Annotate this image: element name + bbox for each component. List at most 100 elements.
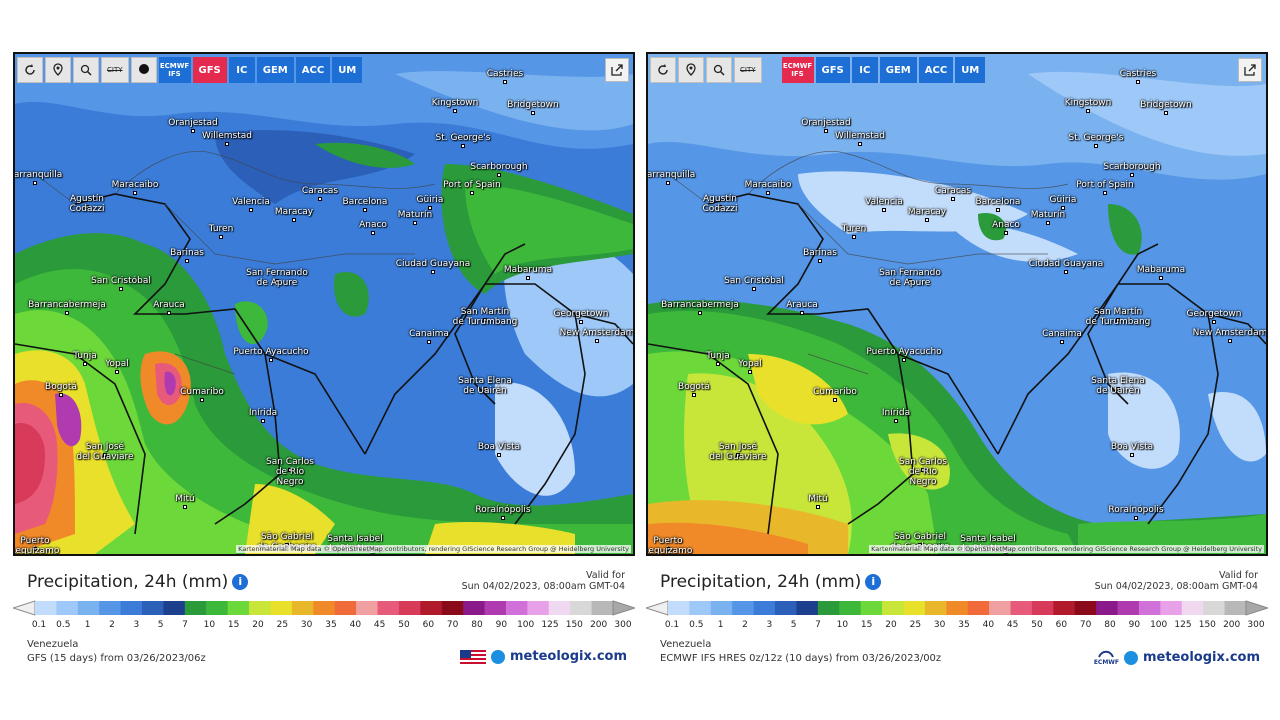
city-label[interactable]: San José del Guaviare — [76, 442, 134, 462]
city-label[interactable]: Ciudad Guayana — [1028, 259, 1104, 269]
city-label[interactable]: Agustín Codazzi — [69, 194, 105, 214]
city-toggle-button[interactable]: CITY — [101, 57, 129, 83]
city-label[interactable]: Bridgetown — [507, 100, 559, 110]
city-label[interactable]: Georgetown — [553, 309, 609, 319]
zoom-button[interactable] — [73, 57, 99, 83]
city-label[interactable]: Cumaribo — [180, 387, 224, 397]
model-ecmwf-button[interactable]: ECMWF IFS — [158, 57, 191, 83]
city-label[interactable]: Canaima — [1042, 329, 1082, 339]
city-label[interactable]: Barranquilla — [646, 170, 696, 180]
city-label[interactable]: Bridgetown — [1140, 100, 1192, 110]
city-label[interactable]: Oranjestad — [168, 118, 218, 128]
city-label[interactable]: Maracay — [907, 207, 947, 217]
city-label[interactable]: Mabaruma — [1136, 265, 1186, 275]
city-label[interactable]: Mitú — [175, 494, 195, 504]
city-label[interactable]: San José del Guaviare — [709, 442, 767, 462]
city-label[interactable]: Puerto Ayacucho — [233, 347, 309, 357]
city-label[interactable]: Willemstad — [202, 131, 252, 141]
model-ic-button[interactable]: IC — [851, 57, 878, 83]
city-label[interactable]: Yopal — [738, 359, 762, 369]
city-label[interactable]: San Martín de Turumbang — [1085, 307, 1151, 327]
city-label[interactable]: Turen — [208, 224, 234, 234]
city-label[interactable]: St. George's — [435, 133, 491, 143]
city-label[interactable]: Scarborough — [470, 162, 528, 172]
city-label[interactable]: San Cristóbal — [724, 276, 784, 286]
city-label[interactable]: San Fernando de Apure — [879, 268, 941, 288]
city-label[interactable]: Mitú — [808, 494, 828, 504]
city-label[interactable]: San Carlos de Río Negro — [266, 457, 314, 487]
city-label[interactable]: Anaco — [359, 220, 387, 230]
city-label[interactable]: Maturín — [1030, 210, 1066, 220]
model-gem-button[interactable]: GEM — [879, 57, 917, 83]
city-label[interactable]: Barinas — [170, 248, 204, 258]
city-label[interactable]: Castries — [1119, 69, 1157, 79]
city-label[interactable]: Port of Spain — [1076, 180, 1134, 190]
city-label[interactable]: Arauca — [153, 300, 185, 310]
brand[interactable]: meteologix.com — [460, 649, 627, 664]
city-label[interactable]: Barcelona — [342, 197, 388, 207]
city-label[interactable]: Oranjestad — [801, 118, 851, 128]
city-label[interactable]: Barrancabermeja — [28, 300, 106, 310]
share-button[interactable] — [605, 58, 629, 82]
model-um-button[interactable]: UM — [332, 57, 363, 83]
city-label[interactable]: New Amsterdam — [559, 328, 635, 338]
city-label[interactable]: Castries — [486, 69, 524, 79]
city-label[interactable]: Inírida — [881, 408, 911, 418]
city-label[interactable]: Turen — [841, 224, 867, 234]
model-acc-button[interactable]: ACC — [295, 57, 331, 83]
zoom-button[interactable] — [706, 57, 732, 83]
city-label[interactable]: Roraínópolis — [1108, 505, 1164, 515]
dot-toggle-button[interactable] — [130, 57, 157, 83]
city-label[interactable]: Roraínópolis — [475, 505, 531, 515]
city-label[interactable]: Caracas — [301, 186, 339, 196]
share-button[interactable] — [1238, 58, 1262, 82]
city-label[interactable]: Tunja — [73, 351, 97, 361]
city-label[interactable]: Güiria — [416, 195, 444, 205]
city-label[interactable]: New Amsterdam — [1192, 328, 1268, 338]
city-label[interactable]: Willemstad — [835, 131, 885, 141]
city-label[interactable]: Caracas — [934, 186, 972, 196]
city-label[interactable]: Barinas — [803, 248, 837, 258]
model-ecmwf-button[interactable]: ECMWF IFS — [781, 57, 814, 83]
city-label[interactable]: Barcelona — [975, 197, 1021, 207]
city-label[interactable]: Ciudad Guayana — [395, 259, 471, 269]
city-label[interactable]: Valencia — [865, 197, 903, 207]
info-icon[interactable]: i — [232, 574, 249, 590]
city-label[interactable]: Santa Elena de Uairén — [458, 376, 512, 396]
city-label[interactable]: Bogotá — [45, 382, 77, 392]
city-label[interactable]: Maracay — [274, 207, 314, 217]
city-label[interactable]: Puerto Leguízamo — [13, 536, 60, 556]
city-label[interactable]: Valencia — [232, 197, 270, 207]
city-label[interactable]: Scarborough — [1103, 162, 1161, 172]
location-button[interactable] — [45, 57, 71, 83]
model-gem-button[interactable]: GEM — [256, 57, 294, 83]
model-gfs-button[interactable]: GFS — [192, 57, 227, 83]
refresh-button[interactable] — [650, 57, 676, 83]
city-label[interactable]: Kingstown — [431, 98, 479, 108]
city-label[interactable]: Güiria — [1049, 195, 1077, 205]
city-label[interactable]: Arauca — [786, 300, 818, 310]
city-label[interactable]: San Fernando de Apure — [246, 268, 308, 288]
info-icon[interactable]: i — [865, 574, 882, 590]
city-label[interactable]: Barrancabermeja — [661, 300, 739, 310]
refresh-button[interactable] — [17, 57, 43, 83]
city-label[interactable]: Maturín — [397, 210, 433, 220]
city-label[interactable]: Maracaibo — [111, 180, 159, 190]
model-acc-button[interactable]: ACC — [918, 57, 954, 83]
city-label[interactable]: Kingstown — [1064, 98, 1112, 108]
city-label[interactable]: Barranquilla — [13, 170, 63, 180]
city-label[interactable]: Puerto Ayacucho — [866, 347, 942, 357]
city-label[interactable]: Puerto Leguízamo — [646, 536, 693, 556]
city-label[interactable]: Inírida — [248, 408, 278, 418]
city-label[interactable]: San Carlos de Río Negro — [899, 457, 947, 487]
city-label[interactable]: Boa Vista — [1110, 442, 1154, 452]
brand[interactable]: ECMWF meteologix.com — [1094, 649, 1260, 666]
city-label[interactable]: Georgetown — [1186, 309, 1242, 319]
model-gfs-button[interactable]: GFS — [815, 57, 850, 83]
location-button[interactable] — [678, 57, 704, 83]
city-label[interactable]: St. George's — [1068, 133, 1124, 143]
city-label[interactable]: Agustín Codazzi — [702, 194, 738, 214]
city-label[interactable]: Anaco — [992, 220, 1020, 230]
city-label[interactable]: Santa Elena de Uairén — [1091, 376, 1145, 396]
precip-map-gfs[interactable]: CITY ECMWF IFS GFS IC GEM ACC UM Castrie… — [13, 52, 635, 556]
